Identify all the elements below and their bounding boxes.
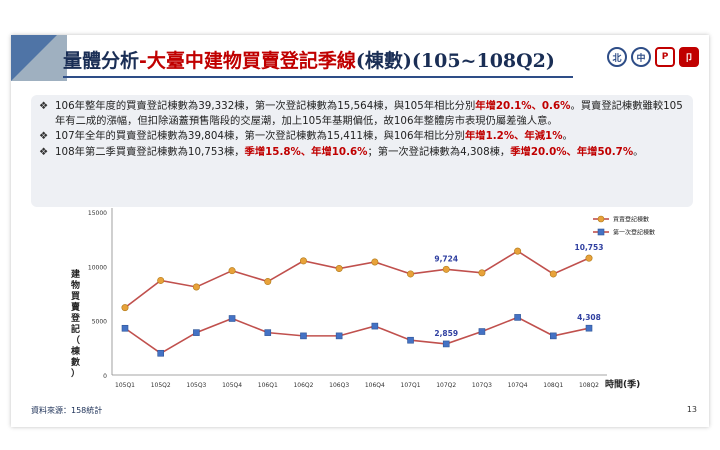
bullet-text: 。 <box>562 130 573 143</box>
series-2-point <box>371 322 379 330</box>
title-tab-decoration <box>11 35 67 81</box>
series-1-point <box>585 254 593 262</box>
series-2-point <box>442 340 450 348</box>
title-paren: (棟數)(105~108Q2) <box>355 50 555 72</box>
summary-bullet: ❖ 108年第二季買賣登記棟數為10,753棟，季增15.8%、年增10.6%；第… <box>39 145 685 160</box>
series-2-point <box>121 324 129 332</box>
legend-label-2: 第一次登記棟數 <box>613 229 655 237</box>
summary-box: ❖ 106年整年度的買賣登記棟數為39,332棟，第一次登記棟數為15,564棟，… <box>31 95 693 207</box>
x-tick-label: 107Q2 <box>436 382 456 389</box>
title-sub: 大臺中建物買賣登記季線 <box>146 50 356 72</box>
bullet-text: 106年整年度的買賣登記棟數為39,332棟，第一次登記棟數為15,564棟，與… <box>55 100 476 112</box>
x-tick-label: 106Q3 <box>329 382 349 389</box>
legend-marker-1 <box>597 215 605 223</box>
data-label: 10,753 <box>575 243 604 252</box>
org-logo-4: 卩 <box>679 47 699 67</box>
x-tick-label: 105Q1 <box>115 382 135 389</box>
series-2-point <box>407 336 414 344</box>
bullet-highlight: 年增1.2%、年減1% <box>464 130 563 143</box>
series-2-point <box>478 328 486 335</box>
series-1-point <box>407 270 415 278</box>
series-2-point <box>193 329 200 336</box>
title-dash: - <box>139 50 147 72</box>
series-1-point <box>157 276 165 284</box>
data-label: 2,859 <box>434 329 458 338</box>
x-tick-label: 106Q4 <box>365 382 385 389</box>
series-1-point <box>335 265 343 273</box>
summary-bullet: ❖ 107年全年的買賣登記棟數為39,804棟，第一次登記棟數為15,411棟，與… <box>39 129 685 144</box>
series-1-point <box>228 267 236 275</box>
org-logo-1: 北 <box>607 47 627 67</box>
chart-content: 0 5000 10000 15000 105Q1 105Q2 105Q3 105Q4 106Q1… <box>70 208 655 390</box>
series-1-point <box>549 270 557 278</box>
x-tick-label: 105Q4 <box>222 382 242 389</box>
bullet-mark: ❖ <box>39 130 49 143</box>
series-2-point <box>514 314 521 321</box>
y-tick-label: 10000 <box>88 264 107 271</box>
slide: 量體分析-大臺中建物買賣登記季線(棟數)(105~108Q2) 北 中 P 卩 … <box>11 35 709 427</box>
series-1-point <box>478 269 486 277</box>
page-number: 13 <box>686 405 697 414</box>
title-underline <box>63 76 573 78</box>
title-main: 量體分析 <box>63 50 140 72</box>
series-2-point <box>550 332 557 340</box>
bullet-text: ；第一次登記棟數為4,308棟， <box>367 145 511 158</box>
x-tick-label: 105Q2 <box>151 382 171 389</box>
line-chart: 0 5000 10000 15000 105Q1 105Q2 105Q3 105Q4 106Q1… <box>70 208 655 390</box>
x-axis-label: 時間(季) <box>605 378 640 390</box>
series-1-point <box>299 257 307 265</box>
series-2-point <box>585 324 593 332</box>
y-tick-label: 15000 <box>88 210 107 217</box>
series-2-point <box>228 315 236 322</box>
x-tick-label: 107Q3 <box>472 382 492 389</box>
series-2-point <box>335 332 343 340</box>
y-tick-label: 5000 <box>92 319 107 326</box>
bullet-text: 107年全年的買賣登記棟數為39,804棟，第一次登記棟數為15,411棟，與1… <box>55 130 465 143</box>
x-tick-label: 105Q3 <box>186 382 206 389</box>
bullet-mark: ❖ <box>39 145 49 158</box>
series-1-point <box>264 278 272 286</box>
x-tick-label: 108Q1 <box>543 382 563 389</box>
bullet-mark: ❖ <box>39 100 49 112</box>
bullet-text: 108年第二季買賣登記棟數為10,753棟， <box>55 145 245 158</box>
series-2-point <box>264 329 272 336</box>
x-tick-label: 106Q2 <box>293 382 313 389</box>
data-label: 9,724 <box>434 254 458 263</box>
x-tick-label: 107Q4 <box>508 382 528 389</box>
y-tick-label: 0 <box>103 373 107 380</box>
series-2-point <box>157 349 164 357</box>
org-logo-3: P <box>655 47 675 67</box>
bullet-text: 。 <box>633 145 644 158</box>
series-1-point <box>371 258 379 266</box>
series-1-point <box>121 304 129 312</box>
y-axis-label: 建物買賣登記（棟數） <box>70 268 81 379</box>
source-note: 資料來源：158統計 <box>31 406 103 415</box>
data-label: 4,308 <box>577 313 601 322</box>
series-1-point <box>442 265 450 273</box>
bullet-highlight: 年增20.1%、0.6% <box>475 100 571 112</box>
series-2-point <box>300 332 307 340</box>
bullet-highlight: 季增20.0%、年增50.7% <box>510 145 634 158</box>
logo-group: 北 中 P 卩 <box>607 47 699 67</box>
slide-title: 量體分析-大臺中建物買賣登記季線(棟數)(105~108Q2) <box>63 46 555 73</box>
x-tick-label: 106Q1 <box>258 382 278 389</box>
title-tab-accent <box>11 35 57 81</box>
summary-bullet: ❖ 106年整年度的買賣登記棟數為39,332棟，第一次登記棟數為15,564棟，… <box>39 99 685 129</box>
legend-label-1: 買賣登記棟數 <box>613 216 649 224</box>
bullet-highlight: 季增15.8%、年增10.6% <box>244 145 368 158</box>
legend-marker-2 <box>597 228 605 236</box>
series-line-2 <box>124 316 590 355</box>
x-tick-label: 108Q2 <box>579 382 599 389</box>
x-tick-label: 107Q1 <box>401 382 421 389</box>
series-1-point <box>514 247 522 255</box>
series-1-point <box>192 283 200 291</box>
series-line-1 <box>124 250 590 309</box>
bullet-text: 。買賣登記棟數雖較105年有二成的漲幅，但扣除涵蓋預售階段的交屋潮，加上105年… <box>55 100 683 128</box>
org-logo-2: 中 <box>631 47 651 67</box>
